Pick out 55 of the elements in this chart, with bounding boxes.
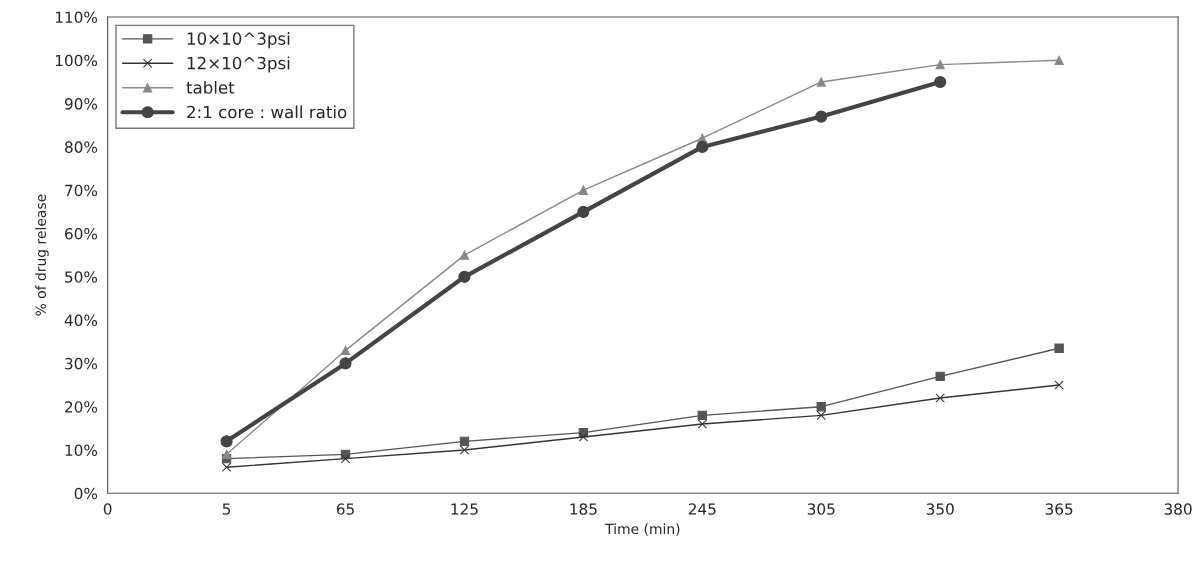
y-tick-label: 30% bbox=[65, 357, 98, 370]
point bbox=[577, 205, 590, 218]
point bbox=[221, 449, 232, 460]
point bbox=[1054, 380, 1064, 390]
y-tick-label: 20% bbox=[65, 401, 98, 413]
y-tick-label: 60% bbox=[65, 227, 98, 240]
y-axis-title: % of drug release bbox=[35, 194, 49, 316]
point bbox=[578, 432, 589, 442]
point bbox=[340, 345, 351, 356]
point bbox=[816, 77, 826, 87]
y-tick-label: 110% bbox=[55, 11, 98, 24]
x-axis-title: Time (min) bbox=[605, 523, 680, 536]
x-tick-label: 365 bbox=[1045, 503, 1073, 515]
point bbox=[1054, 343, 1064, 353]
point bbox=[935, 393, 945, 403]
point bbox=[1054, 55, 1064, 65]
point bbox=[459, 445, 470, 455]
point bbox=[221, 462, 232, 472]
y-tick-label: 100% bbox=[55, 54, 98, 67]
x-tick-label: 185 bbox=[570, 503, 597, 515]
x-tick-label: 5 bbox=[222, 503, 231, 515]
y-tick-label: 70% bbox=[65, 184, 98, 197]
legend-label: tablet bbox=[186, 80, 235, 94]
x-tick-label: 350 bbox=[926, 503, 954, 515]
legend-label: 2:1 core : wall ratio bbox=[187, 105, 347, 119]
point bbox=[578, 185, 589, 195]
point bbox=[697, 410, 707, 421]
x-tick-label: 305 bbox=[807, 503, 835, 515]
point bbox=[696, 140, 709, 153]
legend-label: 12×10^3psi bbox=[187, 56, 290, 73]
point bbox=[816, 402, 826, 412]
y-tick-label: 90% bbox=[64, 98, 98, 110]
legend-label: 10×10^3psi bbox=[187, 32, 290, 49]
point bbox=[935, 371, 945, 382]
y-tick-label: 80% bbox=[65, 141, 98, 153]
point bbox=[340, 453, 351, 464]
point bbox=[935, 59, 945, 70]
point bbox=[815, 110, 828, 123]
x-tick-label: 0 bbox=[103, 503, 112, 515]
x-tick-label: 65 bbox=[336, 503, 354, 515]
point bbox=[458, 270, 471, 283]
x-tick-label: 245 bbox=[688, 503, 716, 515]
y-tick-label: 10% bbox=[65, 444, 98, 457]
point bbox=[459, 436, 470, 447]
point bbox=[220, 435, 233, 448]
point bbox=[339, 357, 352, 370]
x-tick-label: 380 bbox=[1164, 503, 1192, 515]
y-tick-label: 0% bbox=[74, 487, 98, 500]
point bbox=[697, 419, 707, 429]
y-tick-label: 50% bbox=[65, 271, 98, 283]
point bbox=[816, 410, 826, 421]
point bbox=[934, 75, 947, 89]
y-tick-label: 40% bbox=[64, 314, 98, 327]
x-tick-label: 125 bbox=[451, 503, 478, 515]
point bbox=[459, 250, 470, 260]
